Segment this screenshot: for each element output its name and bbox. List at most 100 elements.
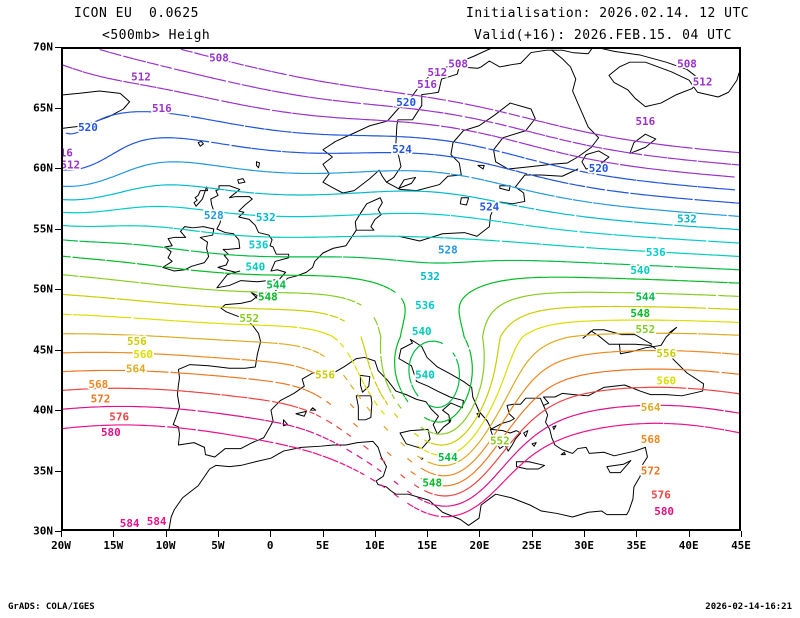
contour-line-572 (170, 371, 213, 376)
contour-line-516 (620, 164, 641, 169)
contour-line-520 (549, 163, 564, 169)
contour-line-572 (420, 477, 427, 482)
contour-label: 564 (641, 401, 661, 414)
contour-line-544 (190, 250, 219, 255)
coastline-path (399, 428, 431, 450)
contour-line-548 (359, 278, 375, 284)
contour-line-564 (417, 455, 423, 460)
contour-line-572 (353, 422, 358, 428)
x-tick-label: 0 (266, 539, 274, 552)
contour-line-532 (552, 211, 575, 217)
contour-line-564 (319, 353, 325, 357)
contour-line-580 (393, 480, 399, 485)
contour-line-516 (542, 147, 556, 153)
contour-line-552 (391, 394, 395, 399)
contour-label: 536 (646, 246, 666, 259)
contour-label: 568 (89, 378, 109, 391)
contour-labels: 5085085125125165165205205165165125125085… (63, 50, 714, 529)
x-tick-mark (322, 531, 324, 537)
contour-line-540 (542, 243, 585, 249)
contour-line-564 (356, 394, 362, 400)
contour-line-576 (336, 426, 343, 431)
contour-label: 580 (654, 505, 674, 518)
contour-line-532 (197, 186, 225, 191)
contour-line-540 (63, 224, 174, 229)
y-tick-label: 30N (33, 524, 53, 538)
contour-line-540 (586, 247, 635, 252)
contour-line-580 (417, 497, 423, 501)
contour-label-halo: 556 (656, 347, 676, 360)
contour-line-548 (373, 282, 384, 287)
contour-line-508 (586, 131, 603, 136)
coastline-path (601, 49, 739, 108)
x-tick-mark (688, 531, 690, 537)
contour-label: 548 (630, 307, 650, 320)
contour-line-524 (606, 189, 629, 194)
y-tick-label: 45N (33, 343, 53, 356)
contour-line-564 (224, 339, 278, 345)
contour-line-536 (194, 208, 222, 213)
coastline-path (523, 430, 529, 438)
contour-line-532 (63, 184, 199, 201)
coastline-path (237, 178, 246, 184)
contour-line-512 (241, 84, 256, 88)
contour-line-508 (495, 109, 507, 114)
contour-line-520 (224, 121, 245, 127)
contour-line-532 (599, 218, 633, 223)
contour-line-580 (157, 406, 196, 412)
contour-line-556 (413, 432, 419, 437)
contour-line-564 (170, 336, 226, 341)
contour-line-516 (187, 93, 204, 98)
contour-line-584 (275, 442, 289, 447)
contour-label-halo: 524 (480, 200, 500, 213)
contour-line-512 (197, 74, 213, 79)
coastline-path (354, 197, 383, 231)
contour-line-508 (217, 58, 231, 63)
contour-line-580 (322, 436, 329, 441)
contour-line-560 (339, 342, 345, 348)
contour-label: 548 (422, 476, 442, 489)
coastline-path (355, 395, 373, 421)
contour-label-halo: 556 (315, 368, 335, 381)
valid-time: Valid(+16): 2026.FEB.15. 04 UTC (474, 28, 733, 43)
coastline-path (310, 407, 317, 411)
contour-line-516 (569, 154, 584, 159)
contour-line-560 (350, 358, 355, 365)
contour-line-564 (278, 343, 301, 348)
contour-line-572 (302, 388, 310, 393)
y-tick-mark (55, 228, 61, 230)
contour-line-580 (295, 426, 306, 431)
contour-label: 584 (147, 515, 167, 528)
contour-line-524 (586, 186, 606, 191)
contour-line-512 (288, 93, 309, 98)
contour-line-560 (357, 371, 362, 378)
contour-line-524 (63, 137, 185, 171)
y-tick-mark (55, 470, 61, 472)
contour-line-548 (401, 298, 405, 305)
contour-label: 516 (152, 102, 172, 115)
contour-line-544 (397, 259, 603, 265)
contour-label-halo: 540 (415, 368, 435, 381)
contour-line-556 (430, 305, 706, 446)
contour-line-508 (664, 144, 693, 149)
contour-line-508 (359, 86, 383, 92)
contour-map-plot: 5085085125125165165205205165165125125085… (61, 47, 741, 531)
contour-label: 512 (63, 158, 80, 171)
contour-line-580 (305, 429, 315, 434)
contour-label: 520 (78, 121, 98, 134)
contour-line-536 (579, 231, 613, 236)
contour-line-524 (694, 199, 733, 204)
contour-line-520 (65, 111, 167, 135)
contour-label-halo: 540 (630, 264, 650, 277)
contour-line-512 (559, 138, 572, 143)
contour-label: 552 (635, 323, 655, 336)
contour-line-556 (241, 307, 310, 313)
contour-line-544 (63, 239, 78, 242)
contour-line-528 (63, 161, 206, 187)
coastline-path (477, 164, 485, 170)
contour-line-556 (309, 310, 329, 316)
coastline-path (606, 460, 632, 474)
contour-line-512 (572, 141, 587, 146)
contour-label-halo: 532 (677, 212, 697, 225)
contour-label: 520 (396, 96, 416, 109)
